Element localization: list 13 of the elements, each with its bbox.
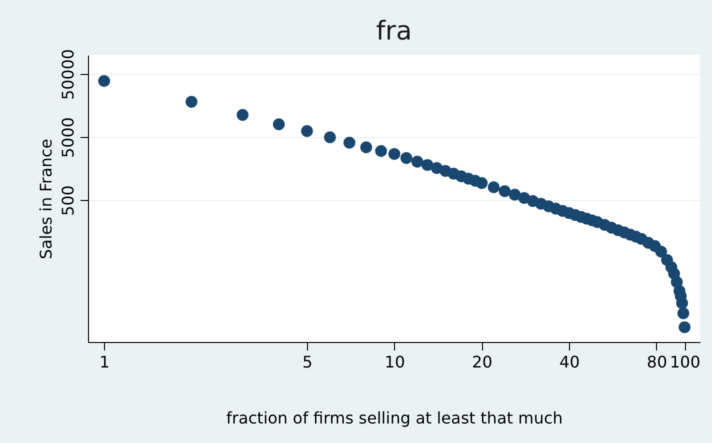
y-tick-label: 500 [58,185,78,216]
x-tick-label: 100 [670,352,700,372]
y-tick-label: 50000 [58,49,78,100]
x-tick-label: 80 [646,352,668,372]
x-axis-title: fraction of firms selling at least that much [226,408,563,428]
y-axis-title: Sales in France [36,138,56,260]
x-tick-label: 20 [472,352,492,372]
x-tick-label: 40 [559,352,580,372]
x-tick-label: 1 [100,352,110,372]
chart-title: fra [376,16,412,47]
x-tick-label: 5 [302,352,313,372]
x-tick-label: 10 [384,352,406,372]
y-tick-label: 5000 [58,117,78,158]
